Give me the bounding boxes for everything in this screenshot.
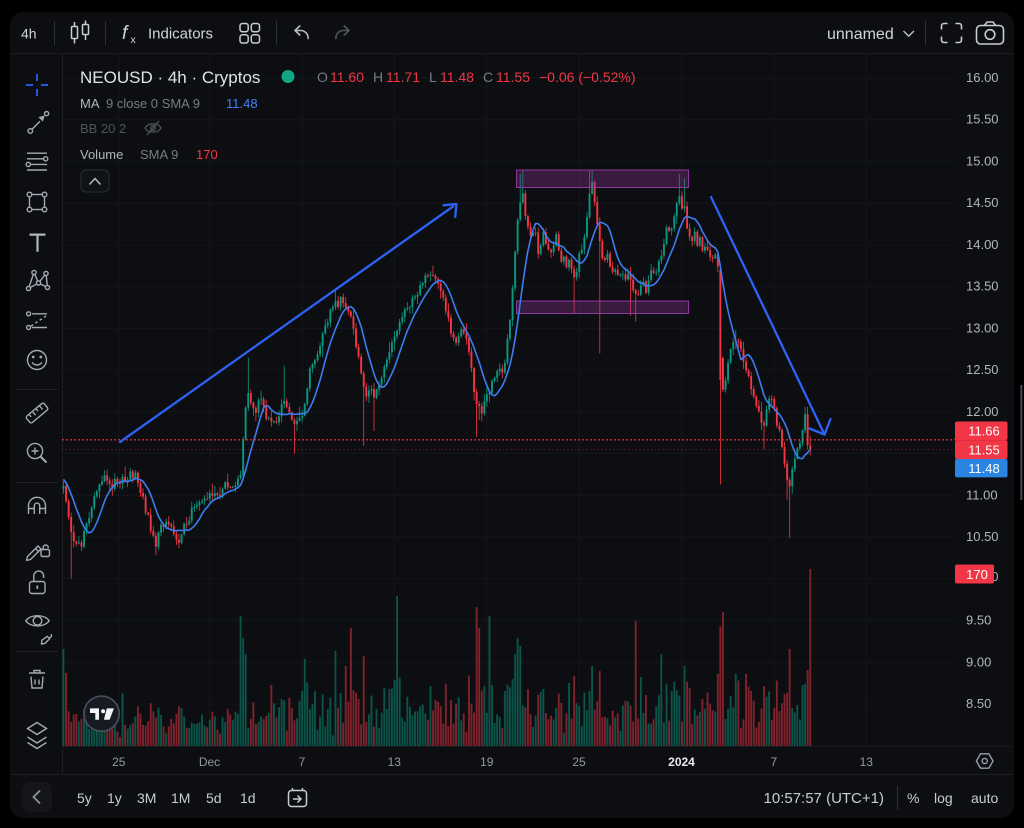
svg-text:15.00: 15.00 bbox=[966, 154, 999, 169]
svg-text:O: O bbox=[317, 69, 328, 85]
svg-text:170: 170 bbox=[966, 567, 988, 582]
svg-text:12.50: 12.50 bbox=[966, 362, 999, 377]
svg-text:13.50: 13.50 bbox=[966, 279, 999, 294]
svg-text:C: C bbox=[483, 69, 493, 85]
svg-text:x: x bbox=[131, 34, 137, 46]
svg-text:Volume: Volume bbox=[80, 147, 123, 162]
svg-text:10.50: 10.50 bbox=[966, 529, 999, 544]
svg-text:11.48: 11.48 bbox=[440, 69, 474, 85]
svg-text:4h: 4h bbox=[21, 26, 37, 42]
svg-text:1y: 1y bbox=[107, 790, 122, 806]
svg-text:5y: 5y bbox=[77, 790, 92, 806]
svg-text:BB 20 2: BB 20 2 bbox=[80, 121, 126, 136]
svg-text:11.00: 11.00 bbox=[966, 487, 998, 502]
svg-text:%: % bbox=[907, 790, 919, 806]
svg-text:11.55: 11.55 bbox=[496, 69, 530, 85]
svg-text:5d: 5d bbox=[206, 790, 222, 806]
svg-text:8.50: 8.50 bbox=[966, 696, 991, 711]
svg-text:11.55: 11.55 bbox=[968, 443, 1000, 458]
svg-text:log: log bbox=[934, 790, 953, 806]
svg-text:170: 170 bbox=[196, 147, 218, 162]
svg-text:9.00: 9.00 bbox=[966, 654, 991, 669]
svg-text:NEOUSD · 4h · Cryptos: NEOUSD · 4h · Cryptos bbox=[80, 68, 260, 87]
svg-text:15.50: 15.50 bbox=[966, 112, 999, 127]
svg-text:11.60: 11.60 bbox=[330, 69, 364, 85]
svg-text:11.48: 11.48 bbox=[226, 96, 258, 111]
svg-text:7: 7 bbox=[771, 755, 778, 769]
svg-text:11.71: 11.71 bbox=[386, 69, 420, 85]
svg-text:L: L bbox=[429, 69, 437, 85]
svg-text:13.00: 13.00 bbox=[966, 320, 999, 335]
svg-text:19: 19 bbox=[480, 755, 494, 769]
svg-text:auto: auto bbox=[971, 790, 998, 806]
svg-text:SMA 9: SMA 9 bbox=[140, 147, 178, 162]
svg-text:13: 13 bbox=[860, 755, 874, 769]
svg-text:−0.06 (−0.52%): −0.06 (−0.52%) bbox=[539, 69, 636, 85]
svg-text:11.66: 11.66 bbox=[968, 424, 1000, 439]
svg-text:MA: MA bbox=[80, 96, 100, 111]
svg-text:f: f bbox=[122, 23, 129, 44]
svg-text:25: 25 bbox=[112, 755, 126, 769]
svg-text:Indicators: Indicators bbox=[148, 26, 213, 43]
svg-text:Dec: Dec bbox=[199, 755, 220, 769]
svg-text:16.00: 16.00 bbox=[966, 70, 999, 85]
svg-text:12.00: 12.00 bbox=[966, 404, 999, 419]
svg-text:7: 7 bbox=[299, 755, 306, 769]
svg-text:H: H bbox=[373, 69, 383, 85]
svg-text:1d: 1d bbox=[240, 790, 256, 806]
svg-text:9 close 0 SMA 9: 9 close 0 SMA 9 bbox=[106, 96, 200, 111]
svg-text:2024: 2024 bbox=[668, 755, 695, 769]
svg-text:14.00: 14.00 bbox=[966, 237, 999, 252]
svg-text:10:57:57 (UTC+1): 10:57:57 (UTC+1) bbox=[764, 790, 884, 807]
svg-text:1M: 1M bbox=[171, 790, 190, 806]
svg-text:9.50: 9.50 bbox=[966, 613, 991, 628]
svg-text:3M: 3M bbox=[137, 790, 156, 806]
svg-text:11.48: 11.48 bbox=[968, 461, 1000, 476]
svg-text:14.50: 14.50 bbox=[966, 195, 999, 210]
svg-text:25: 25 bbox=[572, 755, 586, 769]
svg-text:unnamed: unnamed bbox=[827, 26, 894, 43]
svg-text:13: 13 bbox=[388, 755, 402, 769]
